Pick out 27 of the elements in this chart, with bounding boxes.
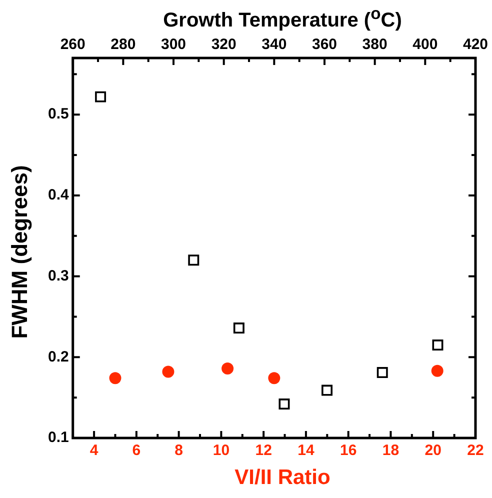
y-tick-label: 0.1 xyxy=(48,429,69,446)
x-tick-label: 12 xyxy=(255,442,272,460)
x-tick-label: 4 xyxy=(90,442,99,460)
x-tick-label: 8 xyxy=(174,442,183,460)
y-tick-label: 0.2 xyxy=(48,348,69,366)
x-tick-label: 6 xyxy=(132,442,141,460)
x2-tick-label: 280 xyxy=(110,36,136,54)
x-tick-label: 10 xyxy=(212,442,230,460)
x2-tick-label: 360 xyxy=(312,36,338,54)
x2-tick-label: 320 xyxy=(211,36,236,54)
y-axis-title: FWHM (degrees) xyxy=(7,165,33,339)
y-tick-label: 0.5 xyxy=(48,106,69,123)
x2-tick-label: 400 xyxy=(412,36,438,54)
y-tick-label: 0.4 xyxy=(48,186,70,204)
x2-tick-label: 300 xyxy=(160,36,186,54)
x-tick-label: 18 xyxy=(382,442,400,460)
x2-tick-label: 260 xyxy=(60,36,86,54)
x-tick-label: 14 xyxy=(298,442,315,460)
x2-tick-label: 420 xyxy=(462,36,488,54)
x2-tick-label: 380 xyxy=(362,36,388,54)
y-tick-label: 0.3 xyxy=(48,267,69,284)
x-tick-label: 16 xyxy=(340,442,357,460)
x-tick-label: 22 xyxy=(467,442,484,460)
x2-axis-title: Growth Temperature ($^{o}$C) xyxy=(162,4,403,33)
x-tick-label: 20 xyxy=(424,442,442,460)
x2-tick-label: 340 xyxy=(262,36,287,54)
x-axis-title: VI/II Ratio xyxy=(234,466,332,490)
